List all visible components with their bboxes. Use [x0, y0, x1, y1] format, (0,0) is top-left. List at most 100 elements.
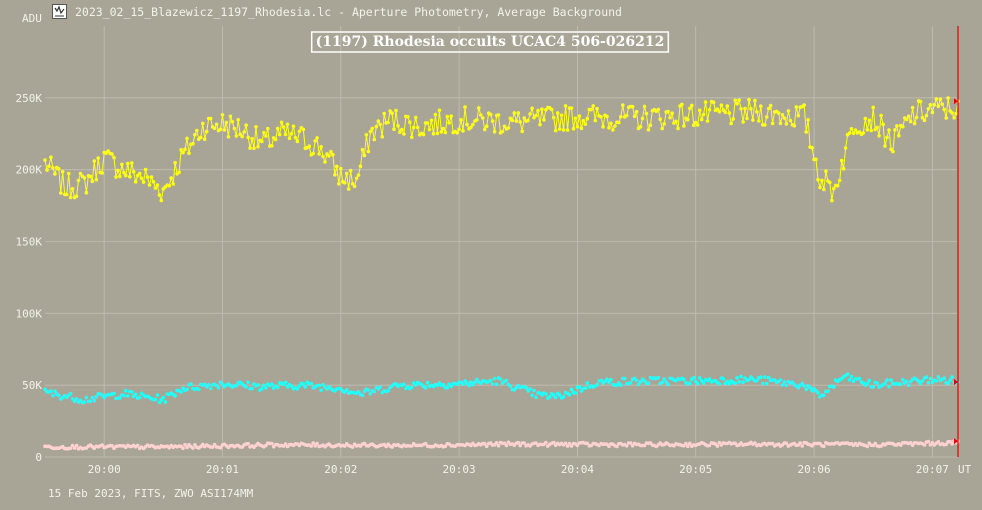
comparison-point	[682, 377, 686, 382]
target-point	[723, 110, 728, 115]
comparison-point	[832, 385, 836, 389]
comparison-point	[585, 381, 590, 385]
target-point	[599, 115, 603, 119]
comparison-point	[857, 376, 862, 381]
target-point	[356, 173, 361, 177]
comparison-point	[366, 388, 371, 392]
comparison-point	[130, 390, 134, 394]
target-point	[530, 106, 534, 111]
comparison-point	[816, 390, 820, 395]
target-point	[897, 133, 901, 138]
target-point	[124, 173, 128, 178]
target-point	[763, 123, 767, 127]
target-point	[879, 113, 883, 118]
target-point	[147, 183, 152, 187]
target-point	[321, 154, 325, 159]
background-point	[936, 440, 941, 444]
comparison-point	[275, 385, 280, 390]
target-point	[335, 164, 339, 169]
target-point	[792, 124, 797, 128]
target-point	[630, 104, 635, 109]
target-point	[171, 182, 175, 186]
target-point	[110, 152, 114, 156]
target-point	[307, 144, 312, 148]
background-point	[565, 444, 570, 448]
target-point	[936, 104, 941, 109]
target-point	[640, 116, 645, 121]
target-point	[644, 111, 649, 116]
comparison-point	[112, 391, 116, 396]
target-point	[914, 115, 919, 120]
target-point	[585, 116, 590, 121]
target-point	[822, 187, 826, 192]
target-point	[429, 118, 434, 123]
target-point	[711, 100, 716, 104]
comparison-point	[179, 390, 183, 394]
background-point	[423, 441, 428, 446]
target-point	[828, 180, 832, 185]
background-point	[642, 443, 647, 448]
comparison-point	[532, 388, 536, 393]
background-point	[185, 445, 189, 450]
target-point	[593, 118, 597, 123]
target-point	[88, 174, 93, 179]
background-point	[784, 441, 789, 446]
background-point	[563, 441, 568, 446]
comparison-point	[124, 388, 128, 393]
comparison-point	[449, 384, 454, 389]
target-point	[191, 141, 195, 146]
target-point	[555, 111, 560, 115]
comparison-point	[94, 395, 99, 399]
comparison-point	[946, 381, 950, 386]
target-point	[199, 135, 203, 140]
target-point	[187, 151, 191, 155]
target-point	[455, 130, 459, 135]
comparison-point	[569, 387, 574, 392]
comparison-point	[577, 385, 582, 390]
target-point	[390, 111, 394, 115]
background-point	[798, 441, 802, 445]
target-point	[522, 116, 526, 120]
target-point	[408, 120, 412, 124]
target-point	[573, 116, 578, 121]
comparison-point	[926, 381, 931, 385]
comparison-point	[43, 387, 47, 392]
comparison-point	[441, 383, 446, 387]
target-point	[139, 176, 144, 181]
target-point	[49, 155, 53, 159]
target-point	[394, 108, 398, 113]
target-point	[926, 107, 931, 111]
comparison-point	[636, 382, 641, 387]
background-point	[110, 444, 114, 448]
comparison-point	[849, 374, 854, 379]
comparison-point	[867, 378, 872, 383]
target-point	[816, 177, 820, 182]
comparison-point	[605, 377, 609, 382]
comparison-point	[57, 393, 61, 398]
y-tick-label: 200K	[16, 164, 43, 177]
target-point	[932, 103, 937, 107]
target-point	[727, 111, 732, 115]
target-point	[167, 183, 171, 188]
target-point	[244, 123, 248, 127]
comparison-point	[173, 394, 177, 398]
comparison-point	[70, 397, 75, 401]
target-point	[542, 118, 546, 122]
comparison-point	[656, 376, 661, 380]
target-point	[413, 115, 418, 120]
target-point	[520, 129, 524, 134]
background-point	[191, 446, 195, 450]
comparison-point	[936, 375, 941, 379]
chart-title: (1197) Rhodesia occults UCAC4 506-026212	[316, 34, 665, 50]
comparison-point	[924, 375, 929, 379]
target-point	[212, 126, 217, 131]
target-point	[479, 113, 483, 117]
target-point	[514, 119, 519, 123]
target-point	[749, 107, 753, 111]
target-point	[589, 107, 593, 112]
target-point	[668, 115, 672, 120]
target-point	[447, 121, 452, 125]
target-point	[552, 115, 556, 120]
background-point	[615, 444, 619, 449]
